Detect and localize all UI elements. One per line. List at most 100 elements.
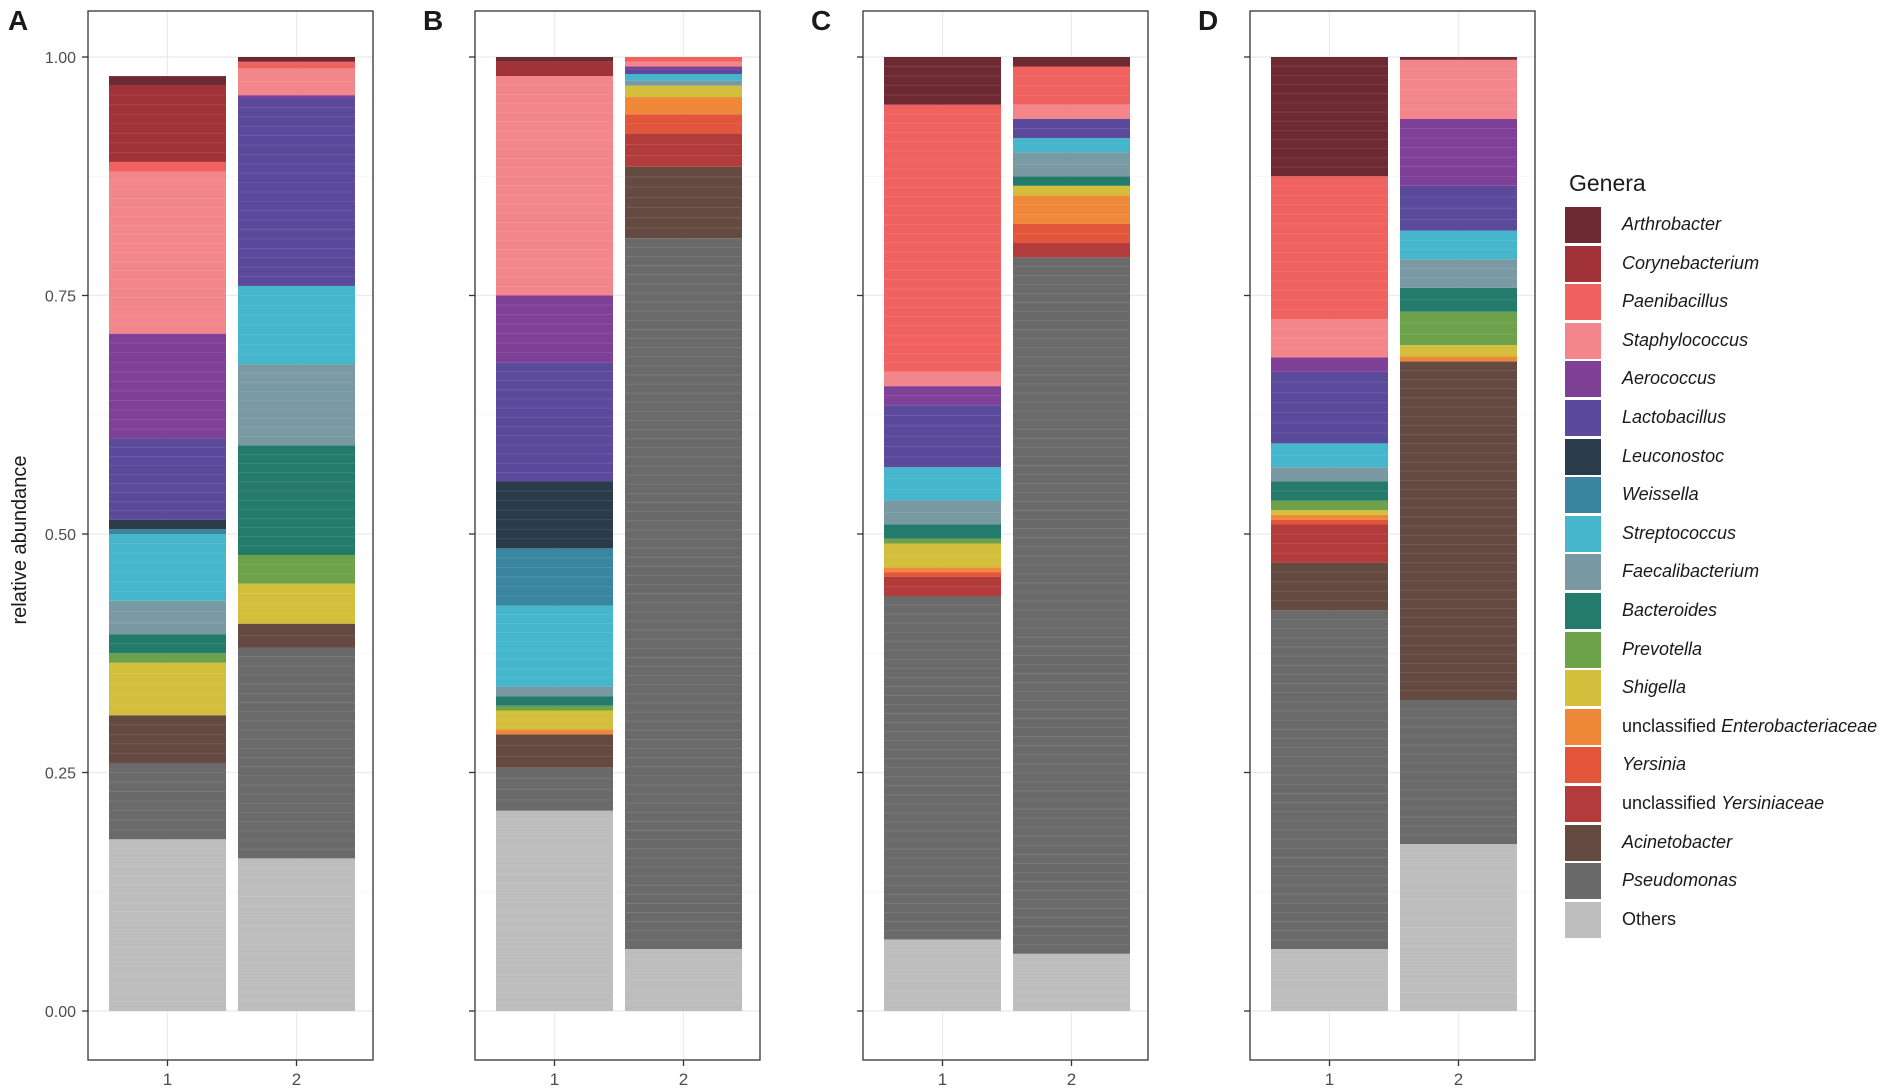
legend-label-name: Bacteroides (1622, 599, 1718, 620)
legend-label-name: Others (1622, 908, 1677, 929)
bar-segment-unclassified-enterobacteriaceae (625, 97, 742, 115)
bar-segment-others (884, 939, 1001, 1011)
bar-segment-bacteroides (1013, 176, 1130, 186)
panel-label: C (811, 5, 831, 36)
legend-title: Genera (1569, 170, 1646, 196)
legend-label: Streptococcus (1622, 523, 1736, 544)
bar-segment-unclassified-enterobacteriaceae (1013, 195, 1130, 224)
bar-segment-pseudomonas (1013, 257, 1130, 954)
legend-swatch (1565, 824, 1601, 861)
bar-segment-others (1271, 948, 1388, 1011)
legend-label-name: Aerococcus (1622, 368, 1717, 389)
bar-segment-unclassified-enterobacteriaceae (884, 567, 1001, 573)
legend-label-name: Arthrobacter (1622, 214, 1722, 234)
bar-segment-paenibacillus (1013, 66, 1130, 105)
legend-swatch (1565, 399, 1601, 436)
bar-segment-paenibacillus (1271, 176, 1388, 320)
bar-segment-prevotella (238, 554, 355, 584)
legend-label: Shigella (1622, 677, 1686, 698)
bar-segment-lactobacillus (496, 362, 613, 482)
bar-segment-leuconostoc (109, 519, 226, 530)
bar-segment-aerococcus (625, 66, 742, 70)
bar-segment-arthrobacter (496, 57, 613, 62)
bar-segment-staphylococcus (109, 171, 226, 334)
legend-swatch (1565, 631, 1601, 668)
bar-segment-lactobacillus (625, 69, 742, 75)
legend-label: Arthrobacter (1622, 214, 1721, 235)
legend-swatch (1565, 438, 1601, 475)
bar-segment-others (1400, 844, 1517, 1011)
legend-label-name: Prevotella (1622, 638, 1703, 659)
bar-segment-staphylococcus (1400, 59, 1517, 120)
bar-segment-staphylococcus (496, 76, 613, 296)
legend-item: Acinetobacter (1565, 824, 1895, 864)
legend-item: Staphylococcus (1565, 322, 1895, 362)
bar-segment-prevotella (109, 653, 226, 663)
legend-label-name: Streptococcus (1622, 522, 1737, 543)
y-tick-label: 0.50 (45, 527, 76, 544)
bar-segment-lactobacillus (884, 405, 1001, 468)
bar-segment-bacteroides (238, 445, 355, 555)
bar-segment-acinetobacter (1400, 361, 1517, 700)
legend-item: Prevotella (1565, 631, 1895, 671)
y-tick-label: 0.00 (45, 1004, 76, 1021)
bar-segment-aerococcus (884, 386, 1001, 406)
legend-label: Yersinia (1622, 754, 1686, 775)
x-tick-label: 2 (679, 1070, 688, 1089)
legend-swatch (1565, 785, 1601, 822)
bar-segment-streptococcus (1013, 138, 1130, 153)
panel-border (862, 10, 1149, 1061)
bar-segment-shigella (109, 662, 226, 716)
bar-segment-arthrobacter (884, 57, 1001, 105)
bar-segment-others (625, 948, 742, 1011)
bar-segment-arthrobacter (1271, 57, 1388, 177)
bar-segment-acinetobacter (238, 623, 355, 648)
legend-label-name: Pseudomonas (1622, 870, 1738, 891)
legend-item: unclassified Yersiniaceae (1565, 785, 1895, 825)
bar-segment-yersinia (1013, 223, 1130, 244)
bar-segment-yersinia (1271, 519, 1388, 525)
bar-segment-streptococcus (496, 605, 613, 687)
legend-item: Bacteroides (1565, 592, 1895, 632)
bar-segment-leuconostoc (496, 481, 613, 549)
legend-item: Pseudomonas (1565, 863, 1895, 902)
bar-segment-corynebacterium (496, 61, 613, 77)
legend-label: Paenibacillus (1622, 291, 1728, 312)
bar-segment-shigella (496, 710, 613, 730)
legend-label: Corynebacterium (1622, 253, 1759, 274)
bar-segment-streptococcus (1400, 230, 1517, 260)
bar-segment-pseudomonas (109, 762, 226, 840)
legend-label-name: Corynebacterium (1622, 252, 1760, 273)
bar-segment-aerococcus (109, 333, 226, 439)
bar-segment-weissella (109, 529, 226, 534)
bar-segment-shigella (884, 543, 1001, 568)
legend-label-name: Yersiniaceae (1721, 792, 1825, 813)
legend-item: Lactobacillus (1565, 399, 1895, 439)
bar-segment-streptococcus (238, 285, 355, 365)
bar-segment-staphylococcus (1271, 319, 1388, 358)
legend-item: unclassified Enterobacteriaceae (1565, 708, 1895, 748)
bar-segment-aerococcus (1271, 357, 1388, 372)
bar-segment-lactobacillus (1271, 371, 1388, 444)
legend-label-name: Shigella (1622, 677, 1687, 698)
legend-label: Staphylococcus (1622, 330, 1748, 351)
legend-label: Faecalibacterium (1622, 561, 1759, 582)
bar-segment-unclassified-yersiniaceae (1013, 243, 1130, 258)
bar-segment-unclassified-yersiniaceae (625, 133, 742, 167)
legend-swatch (1565, 207, 1601, 243)
y-tick-label: 0.75 (45, 289, 76, 306)
bar-segment-shigella (1271, 510, 1388, 515)
legend-label: Prevotella (1622, 639, 1702, 660)
bar-segment-pseudomonas (884, 596, 1001, 940)
legend-label: Aerococcus (1622, 368, 1716, 389)
bar-segment-unclassified-yersiniaceae (1271, 524, 1388, 563)
legend-label: Acinetobacter (1622, 832, 1732, 853)
legend-swatch (1565, 322, 1601, 359)
panel-label: A (8, 5, 28, 36)
bar-segment-arthrobacter (109, 76, 226, 86)
bar-segment-corynebacterium (109, 85, 226, 162)
bar-segment-pseudomonas (1400, 699, 1517, 845)
legend-label-name: Paenibacillus (1622, 291, 1729, 312)
bar-segment-bacteroides (1400, 287, 1517, 312)
legend-label: Pseudomonas (1622, 870, 1737, 891)
